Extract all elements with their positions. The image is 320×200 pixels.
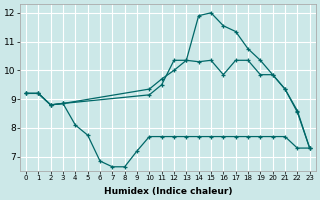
X-axis label: Humidex (Indice chaleur): Humidex (Indice chaleur) [104, 187, 232, 196]
